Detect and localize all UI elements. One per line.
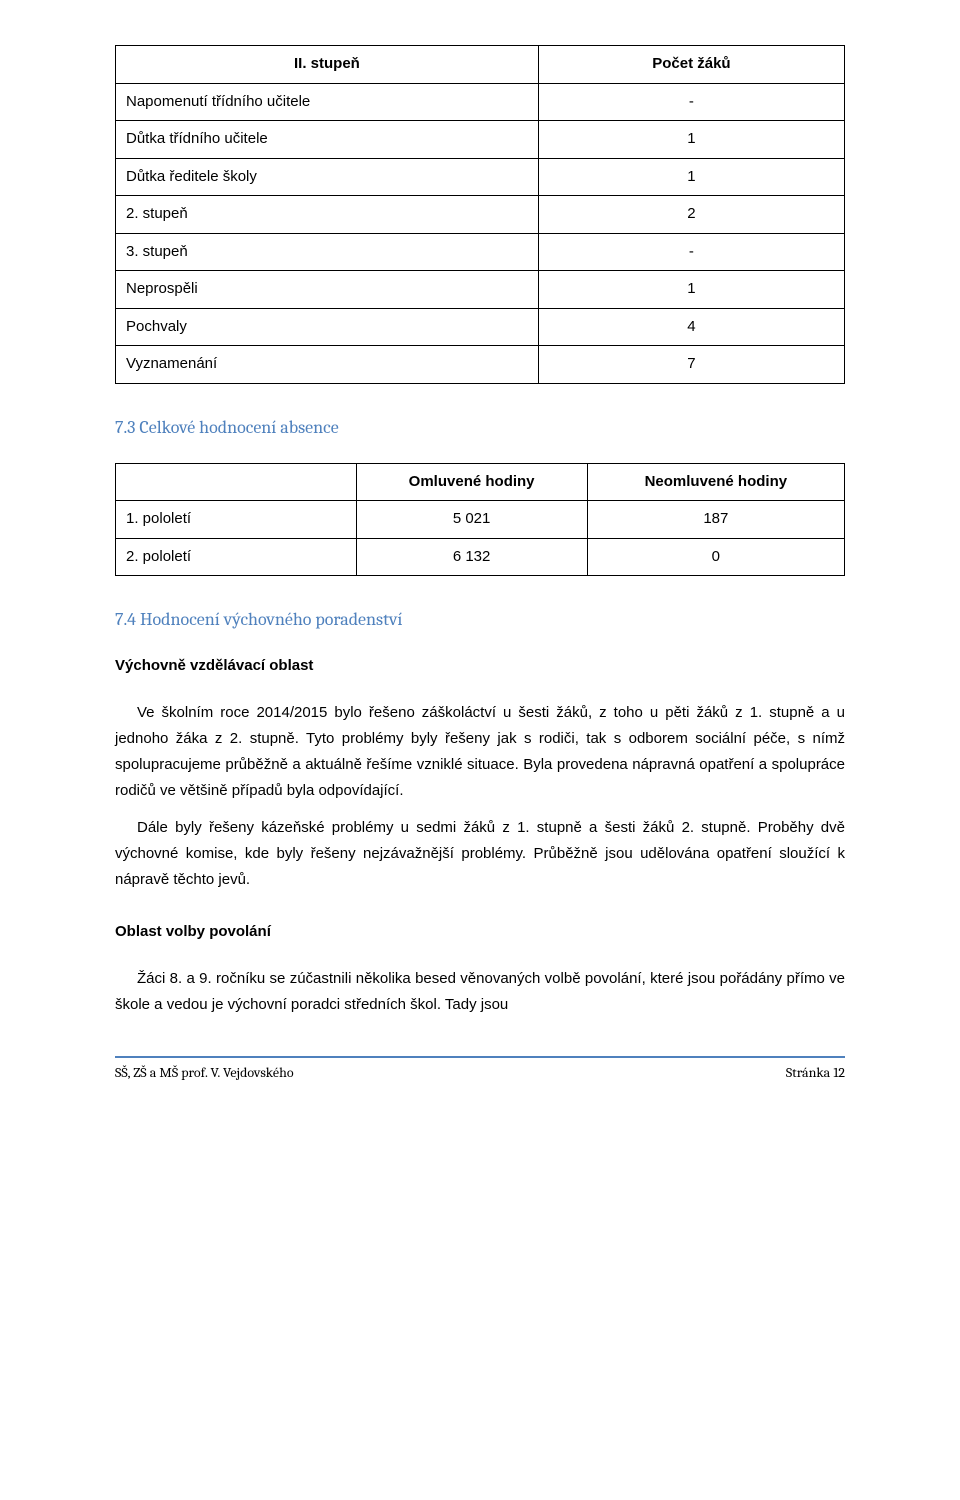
table-row: Důtka ředitele školy1 — [116, 158, 845, 196]
paragraph-1: Ve školním roce 2014/2015 bylo řešeno zá… — [115, 700, 845, 805]
table-row: Neprospěli1 — [116, 271, 845, 309]
table-row: Důtka třídního učitele1 — [116, 121, 845, 159]
paragraph-3: Žáci 8. a 9. ročníku se zúčastnili někol… — [115, 966, 845, 1019]
cell-label: Pochvaly — [116, 308, 539, 346]
table-header-empty — [116, 463, 357, 501]
cell-value: 4 — [538, 308, 844, 346]
table-header-col1: II. stupeň — [116, 46, 539, 84]
heading-7-3: 7.3 Celkové hodnocení absence — [115, 414, 845, 441]
footer-left: SŠ, ZŠ a MŠ prof. V. Vejdovského — [115, 1062, 294, 1083]
cell-value: 7 — [538, 346, 844, 384]
table-row: II. stupeň Počet žáků — [116, 46, 845, 84]
table-row: 3. stupeň- — [116, 233, 845, 271]
cell-value: - — [538, 83, 844, 121]
cell-value: - — [538, 233, 844, 271]
table-row: 2. stupeň2 — [116, 196, 845, 234]
cell-value: 5 021 — [356, 501, 587, 539]
subheading-oblast: Oblast volby povolání — [115, 921, 845, 944]
cell-label: Neprospěli — [116, 271, 539, 309]
cell-value: 1 — [538, 271, 844, 309]
cell-value: 1 — [538, 158, 844, 196]
table-row: Napomenutí třídního učitele- — [116, 83, 845, 121]
cell-label: 2. stupeň — [116, 196, 539, 234]
table-absence: Omluvené hodiny Neomluvené hodiny 1. pol… — [115, 463, 845, 577]
cell-value: 187 — [587, 501, 844, 539]
table-row: Omluvené hodiny Neomluvené hodiny — [116, 463, 845, 501]
table-header-col2: Počet žáků — [538, 46, 844, 84]
cell-value: 1 — [538, 121, 844, 159]
footer-right: Stránka 12 — [786, 1062, 845, 1083]
cell-value: 2 — [538, 196, 844, 234]
cell-value: 6 132 — [356, 538, 587, 576]
table-header-neomluvene: Neomluvené hodiny — [587, 463, 844, 501]
table-row: Vyznamenání7 — [116, 346, 845, 384]
table-row: Pochvaly4 — [116, 308, 845, 346]
cell-label: Důtka ředitele školy — [116, 158, 539, 196]
cell-label: 3. stupeň — [116, 233, 539, 271]
paragraph-2: Dále byly řešeny kázeňské problémy u sed… — [115, 815, 845, 894]
cell-label: 2. pololetí — [116, 538, 357, 576]
table-header-omluvene: Omluvené hodiny — [356, 463, 587, 501]
page-footer: SŠ, ZŠ a MŠ prof. V. Vejdovského Stránka… — [115, 1056, 845, 1083]
heading-7-4: 7.4 Hodnocení výchovného poradenství — [115, 606, 845, 633]
cell-label: Napomenutí třídního učitele — [116, 83, 539, 121]
cell-value: 0 — [587, 538, 844, 576]
cell-label: 1. pololetí — [116, 501, 357, 539]
table-row: 2. pololetí 6 132 0 — [116, 538, 845, 576]
table-stupen-2: II. stupeň Počet žáků Napomenutí třídníh… — [115, 45, 845, 384]
cell-label: Důtka třídního učitele — [116, 121, 539, 159]
cell-label: Vyznamenání — [116, 346, 539, 384]
subheading-vychovne: Výchovně vzdělávací oblast — [115, 655, 845, 678]
table-row: 1. pololetí 5 021 187 — [116, 501, 845, 539]
